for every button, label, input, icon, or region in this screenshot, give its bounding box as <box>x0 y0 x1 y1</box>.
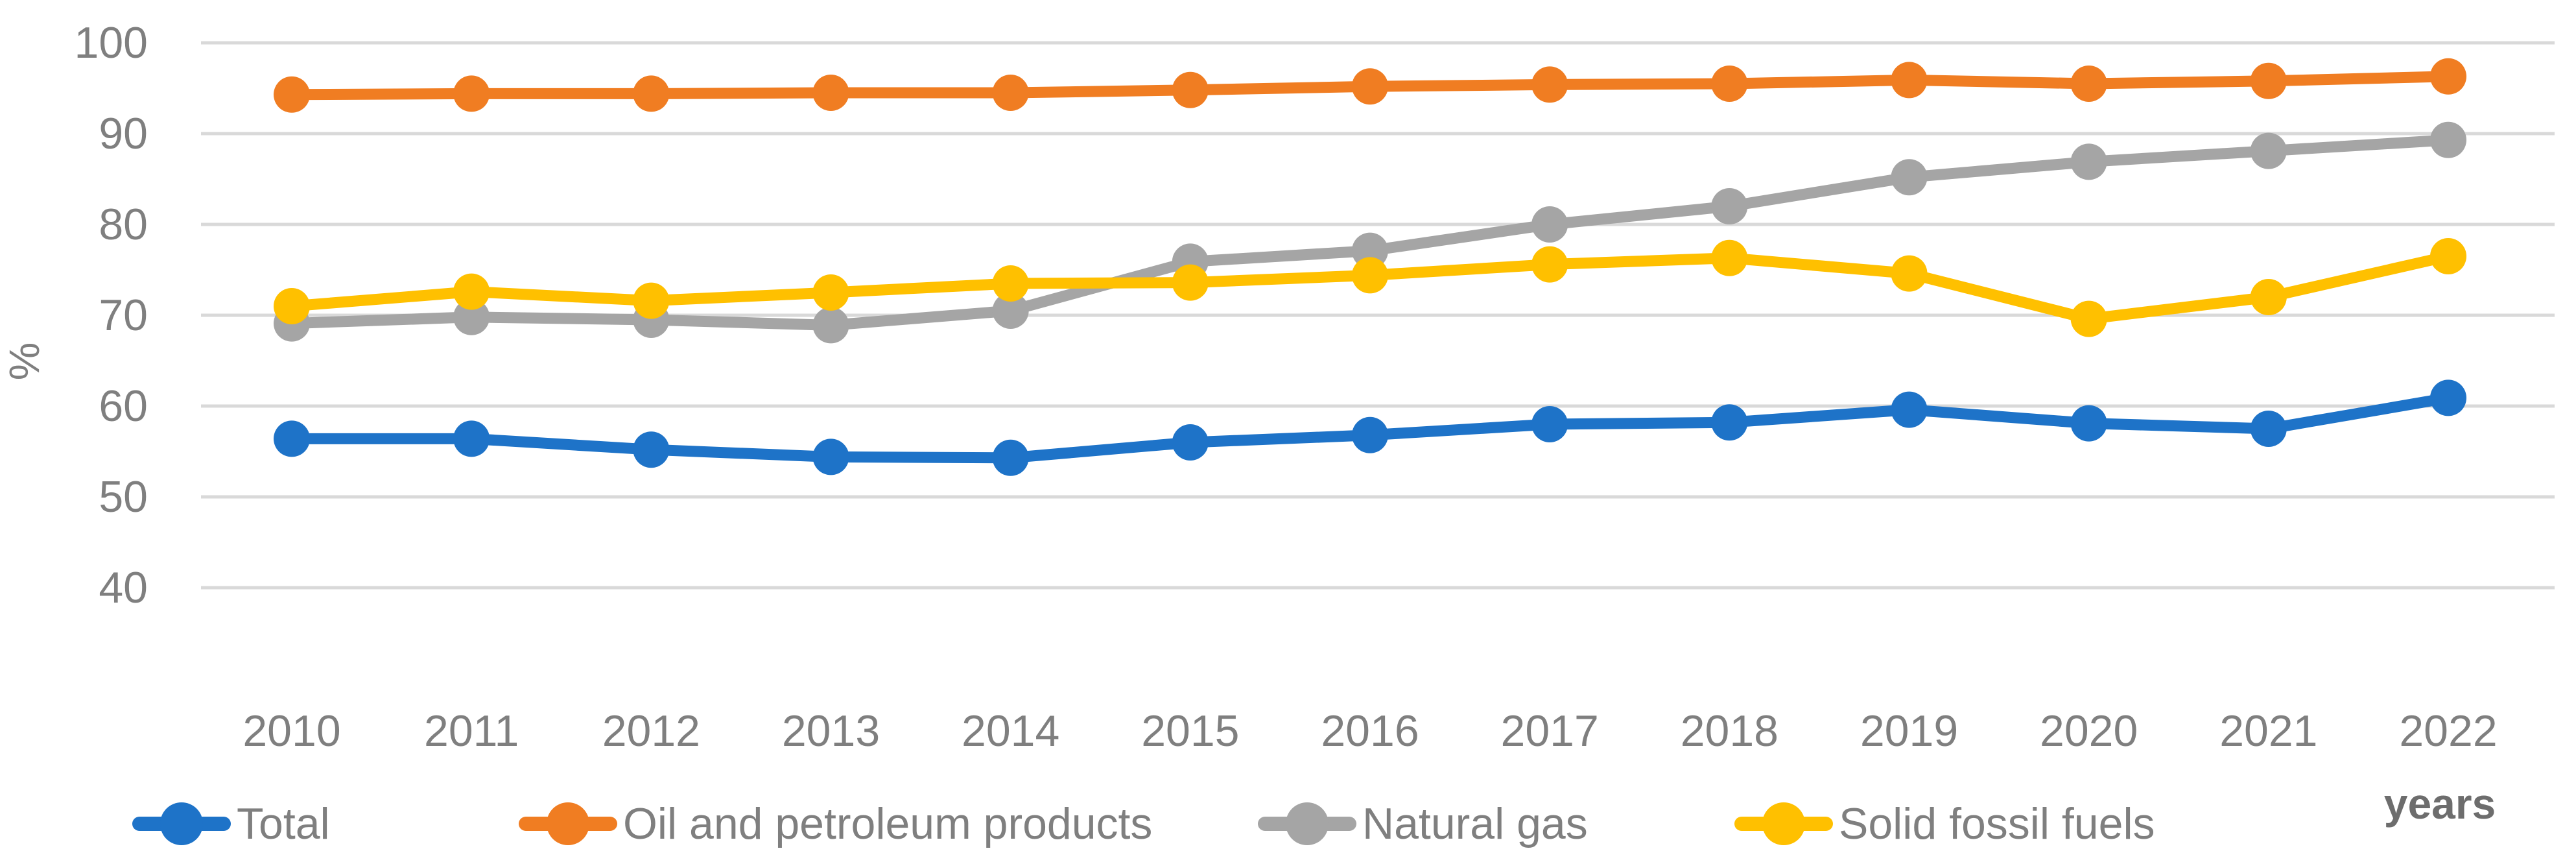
data-point-oil-and-petroleum-products-2017 <box>1531 66 1568 103</box>
data-point-solid-fossil-fuels-2019 <box>1891 255 1928 292</box>
legend-label-oil-and-petroleum-products: Oil and petroleum products <box>623 799 1152 848</box>
data-point-natural-gas-2022 <box>2430 121 2466 158</box>
y-axis-tick-label-60: 60 <box>99 381 148 431</box>
data-point-oil-and-petroleum-products-2014 <box>992 75 1029 111</box>
data-point-solid-fossil-fuels-2021 <box>2250 279 2287 315</box>
data-point-total-2011 <box>453 420 490 457</box>
data-point-oil-and-petroleum-products-2013 <box>812 75 849 111</box>
data-point-natural-gas-2017 <box>1531 206 1568 243</box>
data-point-solid-fossil-fuels-2013 <box>812 274 849 311</box>
y-axis-tick-label-100: 100 <box>75 18 148 67</box>
data-point-total-2016 <box>1352 416 1388 453</box>
x-axis-tick-label-2012: 2012 <box>602 706 700 756</box>
legend-marker-dot-solid-fossil-fuels <box>1762 802 1805 845</box>
legend-marker-dot-natural-gas <box>1286 802 1329 845</box>
data-point-oil-and-petroleum-products-2011 <box>453 75 490 112</box>
data-point-total-2015 <box>1172 424 1209 461</box>
data-point-solid-fossil-fuels-2022 <box>2430 238 2466 274</box>
data-point-oil-and-petroleum-products-2010 <box>274 76 310 113</box>
data-point-natural-gas-2019 <box>1891 159 1928 196</box>
data-point-oil-and-petroleum-products-2018 <box>1711 66 1748 102</box>
x-axis-tick-label-2017: 2017 <box>1501 706 1599 756</box>
data-point-oil-and-petroleum-products-2019 <box>1891 62 1928 99</box>
data-point-solid-fossil-fuels-2010 <box>274 288 310 324</box>
data-point-natural-gas-2021 <box>2250 132 2287 169</box>
data-point-total-2014 <box>992 439 1029 476</box>
x-axis-tick-label-2016: 2016 <box>1321 706 1419 756</box>
data-point-natural-gas-2011 <box>453 298 490 335</box>
data-point-oil-and-petroleum-products-2016 <box>1352 68 1388 105</box>
x-axis-title: years <box>2384 780 2496 828</box>
data-point-total-2021 <box>2250 411 2287 447</box>
x-axis-tick-label-2018: 2018 <box>1681 706 1778 756</box>
data-point-total-2022 <box>2430 379 2466 416</box>
data-point-total-2020 <box>2070 405 2107 442</box>
data-point-total-2017 <box>1531 406 1568 442</box>
x-axis-tick-label-2010: 2010 <box>242 706 340 756</box>
data-point-natural-gas-2020 <box>2070 143 2107 180</box>
y-axis-tick-label-90: 90 <box>99 109 148 158</box>
data-point-oil-and-petroleum-products-2022 <box>2430 58 2466 95</box>
data-point-natural-gas-2014 <box>992 293 1029 329</box>
legend-label-natural-gas: Natural gas <box>1362 799 1588 848</box>
legend-label-total: Total <box>237 799 330 848</box>
data-point-solid-fossil-fuels-2018 <box>1711 239 1748 276</box>
x-axis-tick-label-2014: 2014 <box>962 706 1059 756</box>
x-axis-tick-label-2011: 2011 <box>424 706 519 756</box>
legend-marker-dot-total <box>160 802 203 845</box>
data-point-oil-and-petroleum-products-2012 <box>633 75 670 112</box>
y-axis-title: % <box>0 342 48 381</box>
y-axis-tick-label-70: 70 <box>99 291 148 340</box>
data-point-solid-fossil-fuels-2016 <box>1352 257 1388 294</box>
legend-label-solid-fossil-fuels: Solid fossil fuels <box>1839 799 2155 848</box>
x-axis-tick-label-2015: 2015 <box>1141 706 1239 756</box>
data-point-natural-gas-2018 <box>1711 188 1748 224</box>
data-point-solid-fossil-fuels-2012 <box>633 282 670 319</box>
y-axis-tick-label-40: 40 <box>99 563 148 612</box>
data-point-total-2018 <box>1711 404 1748 441</box>
data-point-total-2012 <box>633 431 670 468</box>
data-point-solid-fossil-fuels-2014 <box>992 265 1029 302</box>
x-axis-tick-label-2020: 2020 <box>2040 706 2138 756</box>
data-point-solid-fossil-fuels-2020 <box>2070 300 2107 337</box>
x-axis-tick-label-2022: 2022 <box>2399 706 2497 756</box>
data-point-oil-and-petroleum-products-2021 <box>2250 62 2287 99</box>
data-point-solid-fossil-fuels-2017 <box>1531 246 1568 283</box>
y-axis-tick-label-80: 80 <box>99 200 148 249</box>
data-point-total-2013 <box>812 438 849 475</box>
data-point-solid-fossil-fuels-2015 <box>1172 264 1209 301</box>
data-point-natural-gas-2013 <box>812 307 849 344</box>
data-point-solid-fossil-fuels-2011 <box>453 273 490 310</box>
x-axis-tick-label-2021: 2021 <box>2219 706 2317 756</box>
data-point-total-2010 <box>274 420 310 457</box>
x-axis-tick-label-2013: 2013 <box>782 706 880 756</box>
x-axis-tick-label-2019: 2019 <box>1860 706 1958 756</box>
data-point-total-2019 <box>1891 391 1928 428</box>
y-axis-tick-label-50: 50 <box>99 472 148 522</box>
data-point-oil-and-petroleum-products-2015 <box>1172 71 1209 108</box>
legend-marker-dot-oil-and-petroleum-products <box>547 802 589 845</box>
data-point-oil-and-petroleum-products-2020 <box>2070 66 2107 102</box>
